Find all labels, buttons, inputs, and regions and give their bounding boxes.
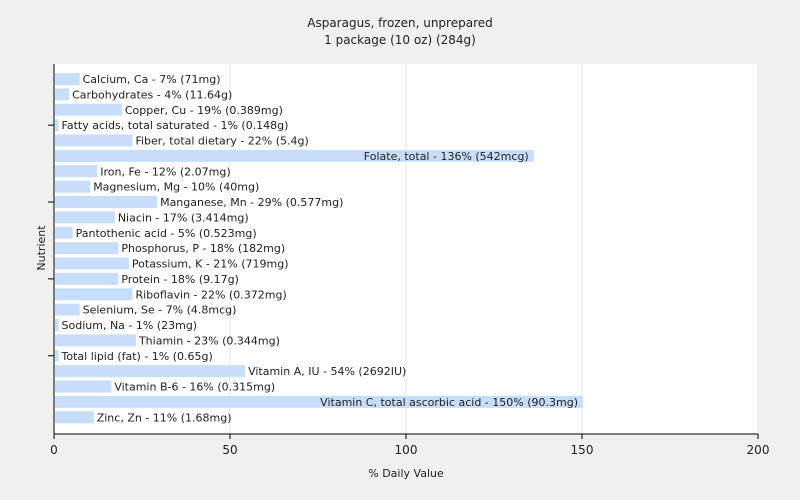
bar-label: Vitamin C, total ascorbic acid - 150% (9… <box>320 396 578 409</box>
bar-label: Protein - 18% (9.17g) <box>121 273 239 286</box>
bar-label: Calcium, Ca - 7% (71mg) <box>83 73 221 86</box>
bar <box>55 257 129 270</box>
bar-label: Phosphorus, P - 18% (182mg) <box>121 242 285 255</box>
bar <box>55 134 133 147</box>
bar-label: Fiber, total dietary - 22% (5.4g) <box>135 135 308 148</box>
bar <box>55 334 136 347</box>
bar <box>55 88 70 101</box>
bar <box>55 303 80 316</box>
bar-label: Iron, Fe - 12% (2.07mg) <box>100 165 230 178</box>
bar-label: Riboflavin - 22% (0.372mg) <box>135 288 286 301</box>
bars-group: Calcium, Ca - 7% (71mg) Carbohydrates - 4… <box>55 73 583 424</box>
bar <box>55 211 115 224</box>
bar <box>55 73 80 85</box>
x-tick-label: 50 <box>222 443 237 457</box>
bar <box>55 242 119 255</box>
bar <box>55 380 112 393</box>
bar-label: Sodium, Na - 1% (23mg) <box>62 319 198 332</box>
y-axis-label: Nutrient <box>35 225 48 271</box>
x-tick-label: 0 <box>50 443 58 457</box>
bar-label: Thiamin - 23% (0.344mg) <box>138 334 280 347</box>
bar <box>55 319 59 331</box>
bar-label: Niacin - 17% (3.414mg) <box>118 211 249 224</box>
bar-label: Zinc, Zn - 11% (1.68mg) <box>97 411 232 424</box>
chart-subtitle: 1 package (10 oz) (284g) <box>324 33 476 47</box>
x-tick-label: 150 <box>571 443 594 457</box>
bar-label: Vitamin A, IU - 54% (2692IU) <box>248 365 406 378</box>
x-tick-label: 100 <box>395 443 418 457</box>
bar-label: Fatty acids, total saturated - 1% (0.148… <box>62 119 289 132</box>
bar <box>55 288 133 301</box>
bar-label: Manganese, Mn - 29% (0.577mg) <box>160 196 343 209</box>
bar-label: Magnesium, Mg - 10% (40mg) <box>93 181 259 194</box>
bar <box>55 149 534 162</box>
bar <box>55 349 59 362</box>
chart-title: Asparagus, frozen, unprepared <box>307 16 493 30</box>
bar-label: Vitamin B-6 - 16% (0.315mg) <box>114 381 275 394</box>
bar <box>55 196 158 208</box>
bar <box>55 103 122 116</box>
bar-label: Carbohydrates - 4% (11.64g) <box>72 88 232 101</box>
x-axis-label: % Daily Value <box>368 467 444 480</box>
bar <box>55 180 91 193</box>
bar <box>55 165 98 178</box>
bar-label: Potassium, K - 21% (719mg) <box>132 258 289 271</box>
bar <box>55 411 94 424</box>
bar-label: Pantothenic acid - 5% (0.523mg) <box>76 227 257 240</box>
bar <box>55 226 73 239</box>
bar <box>55 395 583 408</box>
bar-label: Selenium, Se - 7% (4.8mcg) <box>83 304 237 317</box>
bar <box>55 272 119 285</box>
bar-label: Total lipid (fat) - 1% (0.65g) <box>61 350 213 363</box>
bar-label: Folate, total - 136% (542mcg) <box>364 150 529 163</box>
x-ticks-group: 0 50 100 150 200 <box>50 434 769 457</box>
bar <box>55 119 59 132</box>
bar <box>55 365 246 378</box>
x-tick-label: 200 <box>747 443 770 457</box>
bar-label: Copper, Cu - 19% (0.389mg) <box>125 104 283 117</box>
